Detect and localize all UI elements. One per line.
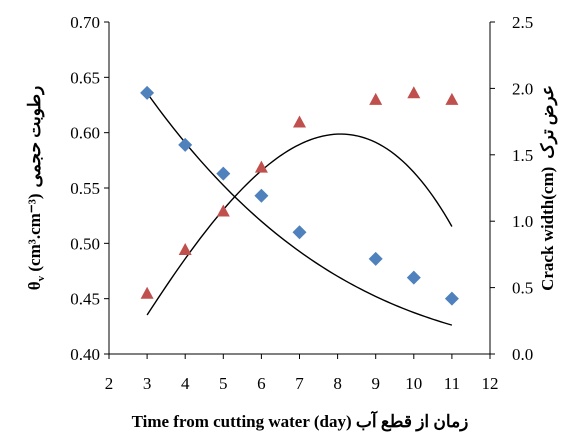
y-left-tick-label: 0.60 <box>70 124 100 143</box>
data-point-triangle <box>293 115 306 128</box>
x-tick-label: 2 <box>105 374 114 393</box>
data-point-triangle <box>254 160 268 173</box>
data-point-diamond <box>178 137 193 152</box>
y-left-tick-label: 0.70 <box>70 13 100 32</box>
x-tick-label: 7 <box>295 374 304 393</box>
y-right-axis-title-main: Crack width(cm) <box>538 167 557 291</box>
y-left-axis-title: θv (cm³.cm⁻³) رطوبت حجمی <box>25 86 47 290</box>
data-point-triangle <box>369 92 383 105</box>
y-left-axis-title-main: θ <box>25 281 44 290</box>
data-point-diamond <box>368 251 383 266</box>
y-right-axis-title: Crack width(cm) عرض ترک <box>538 85 558 291</box>
x-axis-title: Time from cutting water (day) زمان از قط… <box>132 410 469 432</box>
data-point-diamond <box>406 270 421 285</box>
y-left-tick-label: 0.65 <box>70 68 100 87</box>
data-point-diamond <box>140 85 155 100</box>
x-tick-label: 8 <box>333 374 342 393</box>
y-left-tick-label: 0.40 <box>70 345 100 364</box>
x-tick-label: 3 <box>143 374 152 393</box>
x-tick-label: 11 <box>444 374 460 393</box>
trendline-left-axis <box>146 92 453 326</box>
data-point-triangle <box>140 286 154 299</box>
data-point-diamond <box>292 225 307 240</box>
x-tick-label: 6 <box>257 374 266 393</box>
data-point-triangle <box>407 86 421 99</box>
y-right-axis-title-persian: عرض ترک <box>538 85 558 159</box>
y-right-tick-label: 2.5 <box>512 13 533 32</box>
y-left-tick-label: 0.50 <box>70 234 100 253</box>
y-left-tick-label: 0.55 <box>70 179 100 198</box>
x-tick-label: 10 <box>405 374 422 393</box>
data-point-triangle <box>216 204 230 217</box>
y-right-tick-label: 0.0 <box>512 345 533 364</box>
y-right-tick-label: 0.5 <box>512 279 533 298</box>
data-points-layer <box>140 85 459 306</box>
y-right-tick-label: 2.0 <box>512 79 533 98</box>
x-tick-label: 5 <box>219 374 228 393</box>
y-left-axis-title-unit: (cm³.cm⁻³) <box>25 193 44 275</box>
tick-labels-layer: 2 3 4 5 6 7 8 9 10 11 12 0.40 0.45 0.50 0.55 0.60 0.65 0.… <box>70 13 533 393</box>
y-left-tick-label: 0.45 <box>70 290 100 309</box>
data-point-triangle <box>445 92 459 105</box>
axes-layer <box>104 21 495 359</box>
x-tick-label: 9 <box>371 374 380 393</box>
trendline-right-axis <box>146 133 453 316</box>
y-right-tick-label: 1.5 <box>512 146 533 165</box>
data-point-diamond <box>216 166 231 181</box>
data-point-diamond <box>444 291 459 306</box>
y-left-axis-title-persian: رطوبت حجمی <box>25 86 45 188</box>
data-point-diamond <box>254 188 269 203</box>
y-right-tick-label: 1.0 <box>512 212 533 231</box>
data-point-triangle <box>178 242 192 255</box>
trendlines-layer <box>146 92 453 326</box>
y-left-axis-title-subscript: v <box>35 275 47 281</box>
x-tick-label: 4 <box>181 374 190 393</box>
x-tick-label: 12 <box>482 374 499 393</box>
